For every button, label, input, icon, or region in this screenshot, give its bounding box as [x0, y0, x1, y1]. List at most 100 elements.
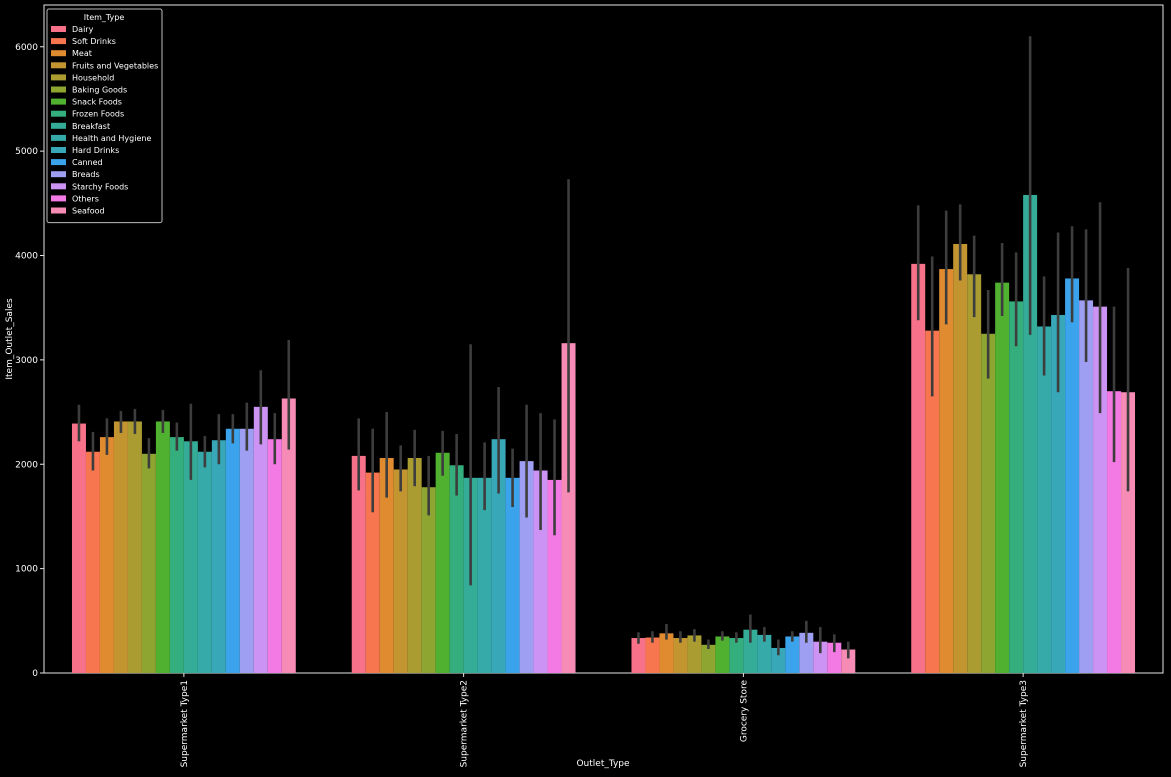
legend-swatch: [51, 159, 66, 166]
bar: [85, 451, 100, 673]
bar: [155, 421, 170, 673]
x-tick-label: Supermarket Type1: [180, 680, 190, 767]
bar: [491, 439, 506, 673]
bar: [351, 455, 366, 673]
bar: [393, 469, 408, 673]
legend-box: [46, 8, 163, 224]
bar: [547, 479, 562, 673]
bar: [995, 282, 1010, 673]
bar: [1079, 300, 1094, 673]
bar: [127, 421, 142, 673]
bar: [939, 269, 954, 673]
legend-swatch: [51, 98, 66, 105]
legend-swatch: [51, 74, 66, 81]
bar: [281, 398, 296, 673]
bar: [533, 470, 548, 673]
legend-swatch: [51, 86, 66, 93]
bar: [729, 638, 744, 673]
bar: [1037, 326, 1052, 673]
legend-swatch: [51, 26, 66, 32]
bar: [99, 437, 114, 673]
y-tick-label: 2000: [15, 460, 38, 470]
bar: [253, 406, 268, 673]
bar: [225, 428, 240, 673]
bar: [267, 439, 282, 673]
legend-entry-label: Frozen Foods: [72, 110, 124, 119]
bar: [841, 649, 856, 673]
legend-swatch: [51, 147, 66, 153]
bar: [505, 477, 520, 673]
legend-entry-label: Meat: [72, 49, 92, 58]
legend-swatch: [51, 195, 66, 202]
x-tick-label: Grocery Store: [739, 680, 749, 743]
y-axis-label: Item_Outlet_Sales: [5, 298, 15, 380]
bar: [911, 263, 926, 673]
bar: [421, 487, 436, 673]
bar: [827, 642, 842, 673]
legend-entry-label: Others: [72, 194, 99, 203]
bar: [757, 634, 772, 673]
bar: [211, 440, 226, 673]
bar: [799, 632, 814, 673]
bar: [477, 477, 492, 673]
legend-swatch: [51, 50, 66, 57]
y-tick-label: 1000: [15, 565, 38, 575]
x-tick-label: Supermarket Type2: [460, 680, 470, 767]
bar: [631, 638, 646, 673]
bar: [673, 638, 688, 673]
bar: [1009, 301, 1024, 673]
bar: [785, 636, 800, 673]
legend-swatch: [51, 207, 66, 214]
bar: [953, 244, 968, 673]
legend-entry-label: Soft Drinks: [72, 37, 116, 46]
legend-entry-label: Snack Foods: [72, 98, 122, 107]
bar: [1065, 278, 1080, 673]
bar: [659, 633, 674, 673]
y-tick-label: 5000: [15, 147, 38, 157]
bar: [183, 441, 198, 673]
legend-swatch: [51, 183, 66, 190]
bar: [1051, 314, 1066, 673]
bar: [435, 452, 450, 673]
bar: [687, 635, 702, 673]
legend-entry-label: Health and Hygiene: [72, 134, 151, 143]
legend-swatch: [51, 110, 66, 117]
legend-swatch: [51, 171, 66, 178]
y-tick-label: 4000: [15, 252, 38, 262]
legend-entry-label: Dairy: [72, 25, 94, 34]
bar: [967, 274, 982, 673]
legend-entry-label: Household: [72, 73, 114, 82]
bar: [813, 641, 828, 673]
legend-entry-label: Baking Goods: [72, 86, 127, 95]
bar: [113, 421, 128, 673]
bar: [1107, 391, 1122, 673]
bar: [701, 644, 716, 673]
legend-entry-label: Fruits and Vegetables: [72, 61, 158, 70]
bar: [379, 457, 394, 673]
bar: [771, 647, 786, 673]
legend-swatch: [51, 134, 66, 141]
legend-title: Item_Type: [84, 13, 125, 22]
bar: [981, 333, 996, 673]
legend-entry-label: Canned: [72, 158, 103, 167]
bar: [71, 423, 86, 673]
bar: [561, 343, 576, 673]
bar: [645, 637, 660, 673]
bar: [1121, 392, 1136, 673]
bar: [449, 465, 464, 673]
bar: [141, 453, 156, 673]
bar: [925, 330, 940, 673]
bar: [239, 428, 254, 673]
bar: [715, 636, 730, 673]
bar: [743, 629, 758, 673]
bar: [407, 457, 422, 673]
legend-swatch: [51, 38, 66, 45]
legend-entry-label: Starchy Foods: [72, 182, 128, 191]
plot-area-frame: [43, 4, 1164, 674]
bar: [197, 451, 212, 673]
y-tick-label: 6000: [15, 43, 38, 53]
x-axis-label: Outlet_Type: [576, 759, 630, 769]
bar: [1023, 194, 1038, 673]
